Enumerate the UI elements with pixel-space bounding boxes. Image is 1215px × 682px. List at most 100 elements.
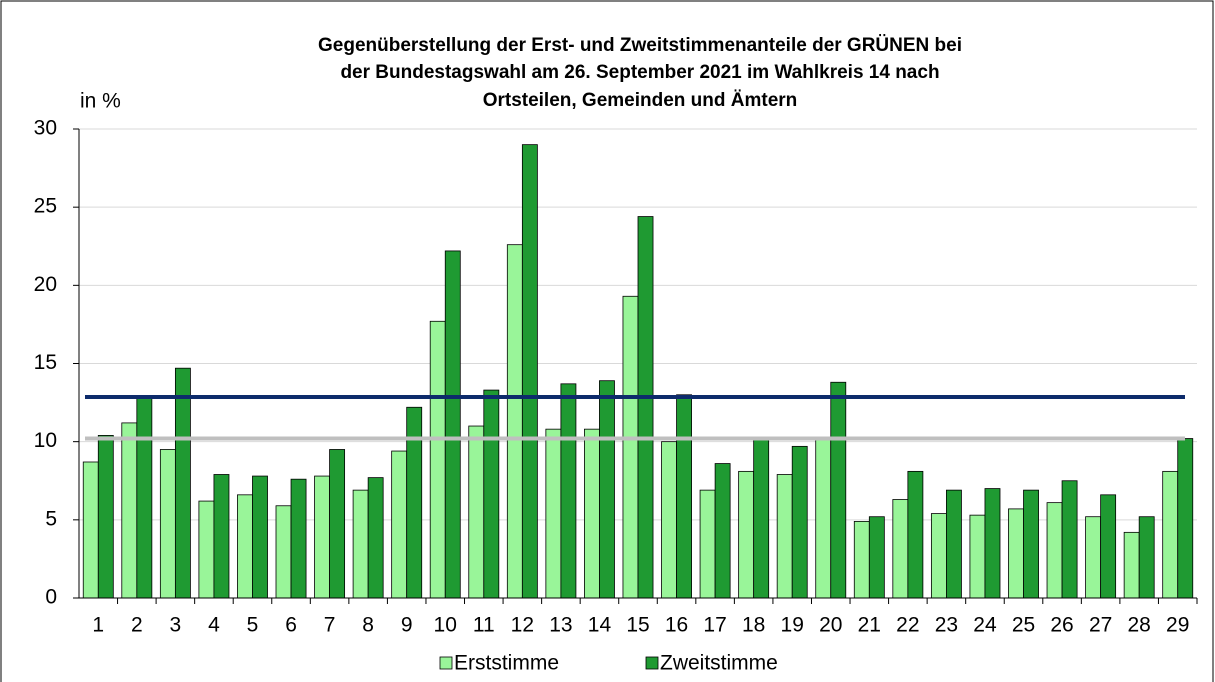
bar <box>136 395 153 599</box>
legend-label: Zweitstimme <box>660 652 778 675</box>
bar <box>159 449 176 599</box>
y-axis-label: in % <box>80 90 121 113</box>
bar <box>521 144 538 599</box>
bar <box>853 520 870 599</box>
y-tick-label: 30 <box>34 117 57 140</box>
bar <box>367 477 384 599</box>
bar <box>391 450 408 599</box>
bar <box>97 435 114 599</box>
bar <box>406 406 423 599</box>
chart-title: Ortsteilen, Gemeinden und Ämtern <box>483 90 798 111</box>
x-tick-label: 3 <box>170 614 182 637</box>
bar <box>599 380 615 599</box>
bar <box>174 367 191 599</box>
bar <box>699 489 716 599</box>
x-tick-label: 19 <box>781 614 804 637</box>
x-tick-label: 23 <box>935 614 958 637</box>
bar <box>429 320 446 599</box>
bar <box>329 449 346 599</box>
bar <box>213 474 230 599</box>
y-tick-label: 0 <box>45 586 57 609</box>
bar <box>252 475 268 599</box>
x-tick-label: 29 <box>1166 614 1189 637</box>
bar <box>637 216 654 599</box>
bar <box>676 394 692 599</box>
bar <box>1046 502 1063 599</box>
x-tick-label: 7 <box>324 614 336 637</box>
y-tick-label: 10 <box>34 429 57 452</box>
x-tick-label: 12 <box>511 614 534 637</box>
x-tick-label: 9 <box>401 614 413 637</box>
bar <box>483 389 500 599</box>
bar <box>946 489 962 599</box>
bar <box>738 470 755 599</box>
bar <box>560 383 577 599</box>
bar <box>584 428 600 599</box>
bar <box>907 470 924 599</box>
bar <box>198 500 215 599</box>
y-tick-label: 20 <box>34 273 57 296</box>
x-tick-label: 10 <box>434 614 457 637</box>
chart-title: Gegenüberstellung der Erst- und Zweitsti… <box>318 35 962 56</box>
bar <box>121 422 138 599</box>
x-tick-label: 26 <box>1050 614 1073 637</box>
bar <box>1085 516 1102 599</box>
bar <box>352 489 369 599</box>
bar <box>444 250 461 599</box>
x-tick-label: 2 <box>131 614 143 637</box>
bar <box>1162 470 1179 599</box>
bar <box>984 488 1001 599</box>
legend-swatch <box>645 656 659 670</box>
bar <box>969 514 986 599</box>
x-tick-label: 11 <box>473 614 495 637</box>
bar <box>791 445 808 599</box>
x-tick-label: 13 <box>549 614 572 637</box>
x-tick-label: 22 <box>896 614 919 637</box>
x-tick-label: 20 <box>819 614 842 637</box>
y-tick-label: 15 <box>34 351 57 374</box>
bar <box>930 513 947 599</box>
bar <box>1138 516 1155 599</box>
bar <box>1123 531 1140 599</box>
x-tick-label: 28 <box>1127 614 1150 637</box>
bar <box>622 295 639 599</box>
x-tick-label: 8 <box>362 614 374 637</box>
legend-label: Erststimme <box>454 652 559 675</box>
bar <box>1100 494 1117 599</box>
bar <box>892 499 909 599</box>
x-tick-label: 21 <box>858 614 881 637</box>
legend-swatch <box>439 656 453 670</box>
bar <box>1177 438 1194 599</box>
chart-title: der Bundestagswahl am 26. September 2021… <box>340 62 939 83</box>
bar <box>314 475 330 599</box>
x-tick-label: 16 <box>665 614 688 637</box>
bar <box>776 474 793 599</box>
bar <box>545 428 562 599</box>
x-tick-label: 1 <box>92 614 104 637</box>
x-tick-label: 25 <box>1012 614 1035 637</box>
bar <box>275 505 292 599</box>
x-tick-label: 14 <box>588 614 612 637</box>
bar <box>830 381 847 599</box>
x-tick-label: 5 <box>247 614 259 637</box>
bar <box>290 478 307 599</box>
bar <box>1008 508 1024 599</box>
bar <box>714 463 731 599</box>
x-tick-label: 4 <box>208 614 220 637</box>
bar <box>1023 489 1039 599</box>
bar <box>468 425 485 599</box>
x-tick-label: 27 <box>1089 614 1112 637</box>
x-tick-label: 24 <box>973 614 997 637</box>
bar <box>506 244 523 599</box>
bar <box>815 439 832 599</box>
x-tick-label: 18 <box>742 614 765 637</box>
bar <box>82 461 99 599</box>
bar <box>868 516 885 599</box>
bar <box>753 438 770 599</box>
bar <box>661 441 677 599</box>
x-tick-label: 6 <box>285 614 297 637</box>
bar <box>1061 480 1078 599</box>
x-tick-label: 17 <box>703 614 726 637</box>
bar <box>237 494 253 599</box>
